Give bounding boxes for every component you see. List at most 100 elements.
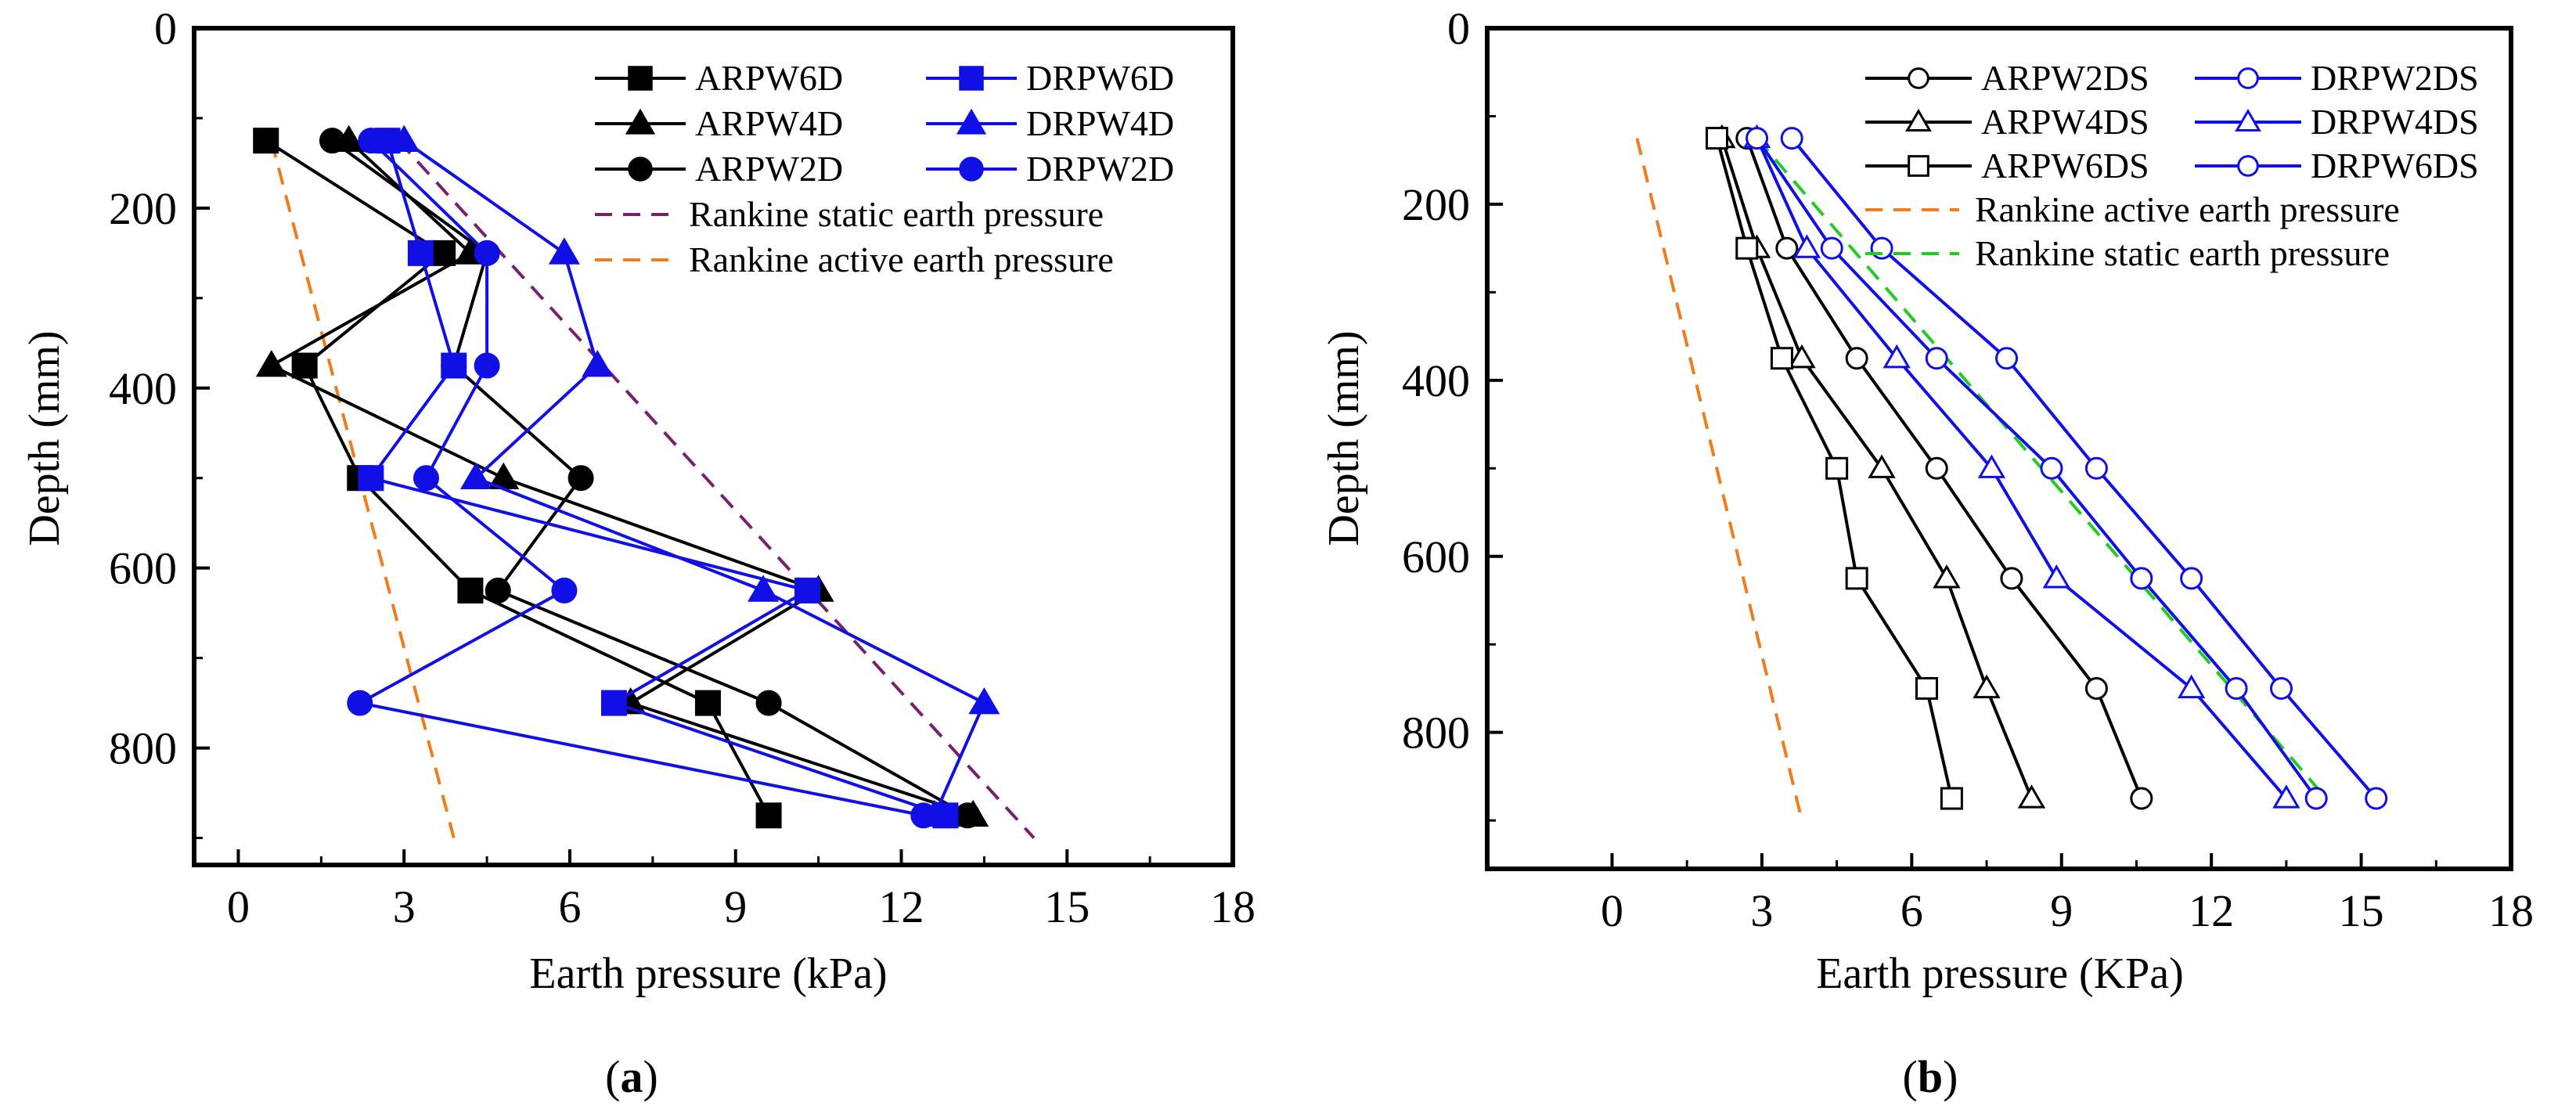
x-tick-label: 15 xyxy=(1044,881,1090,932)
legend-marker xyxy=(1908,67,1929,89)
x-tick-label: 0 xyxy=(227,881,250,932)
data-point xyxy=(474,352,500,379)
data-point xyxy=(358,128,384,154)
legend-label: Rankine active earth pressure xyxy=(1975,189,2400,229)
data-point xyxy=(968,687,1000,715)
x-tick-label: 9 xyxy=(724,881,747,932)
data-point xyxy=(1940,787,1963,810)
plot-frame xyxy=(1485,26,2513,871)
legend: ARPW6D DRPW6D ARPW4D DRPW4D ARPW2D DRPW2D Rank… xyxy=(595,58,1174,279)
legend-label: ARPW6DS xyxy=(1981,146,2149,186)
data-point xyxy=(551,577,578,604)
data-point xyxy=(2084,456,2108,480)
data-point xyxy=(319,128,345,154)
legend-entry: ARPW6DS xyxy=(1865,146,2149,186)
legend-entry: DRPW6D xyxy=(926,58,1174,98)
y-axis-label: Depth (mm) xyxy=(20,330,69,546)
series-line xyxy=(397,139,1036,839)
legend-entry: ARPW4D xyxy=(595,103,843,143)
panel-caption-letter: a xyxy=(621,1051,643,1102)
x-tick-label: 6 xyxy=(1900,885,1923,936)
data-point xyxy=(1995,347,2019,370)
series-drpw6ds xyxy=(1746,127,2328,810)
data-point xyxy=(2177,674,2206,699)
legend: ARPW2DS DRPW2DS ARPW4DS DRPW4DS ARPW6DS DRPW6… xyxy=(1865,58,2479,273)
data-point xyxy=(2272,784,2300,809)
legend-label: Rankine static earth pressure xyxy=(1975,233,2390,273)
data-point xyxy=(748,575,780,602)
y-tick-label: 0 xyxy=(154,3,177,54)
legend-entry: ARPW2DS xyxy=(1865,58,2149,98)
series-line xyxy=(1635,138,1803,821)
panel-caption: (a) xyxy=(605,1051,658,1102)
data-point xyxy=(255,349,287,377)
legend-label: Rankine active earth pressure xyxy=(689,240,1114,279)
legend-entry: DRPW2DS xyxy=(2195,58,2479,98)
data-point xyxy=(1746,127,1769,150)
data-point xyxy=(1770,347,1793,370)
x-tick-label: 6 xyxy=(558,881,581,932)
data-point xyxy=(474,240,500,266)
series-rankine-active-earth-pressure xyxy=(1635,138,1803,821)
data-point xyxy=(1706,127,1729,150)
y-tick-label: 200 xyxy=(1402,179,1470,230)
data-point xyxy=(430,240,456,266)
legend-entry: ARPW6D xyxy=(595,58,843,98)
data-point xyxy=(2017,784,2046,809)
data-point xyxy=(1925,347,1948,370)
data-point xyxy=(1735,236,1759,260)
series-drpw4ds xyxy=(1742,124,2300,809)
data-point xyxy=(347,690,373,716)
data-point xyxy=(2130,567,2153,590)
x-tick-label: 12 xyxy=(878,881,924,932)
data-point xyxy=(755,690,782,716)
y-axis-label: Depth (mm) xyxy=(1320,330,1368,546)
data-point xyxy=(413,465,439,492)
y-tick-label: 800 xyxy=(109,723,177,774)
data-point xyxy=(2225,676,2248,700)
x-tick-label: 12 xyxy=(2189,885,2234,936)
x-tick-label: 9 xyxy=(2050,885,2073,936)
plot-frame xyxy=(192,26,1235,867)
data-point xyxy=(582,349,614,377)
x-tick-label: 0 xyxy=(1601,885,1623,936)
x-tick-label: 15 xyxy=(2339,885,2384,936)
legend-entry: DRPW4DS xyxy=(2195,102,2479,142)
y-tick-label: 0 xyxy=(1447,3,1470,54)
data-point xyxy=(457,577,484,604)
legend-entry: Rankine static earth pressure xyxy=(595,194,1104,234)
data-point xyxy=(2130,787,2153,810)
legend-entry: ARPW2D xyxy=(595,149,843,189)
data-point xyxy=(485,577,511,604)
data-point xyxy=(2040,456,2063,480)
data-point xyxy=(1780,127,1803,150)
legend-label: DRPW4D xyxy=(1026,103,1174,143)
data-point xyxy=(1882,344,1911,369)
legend-label: DRPW6D xyxy=(1026,58,1174,98)
x-axis-label: Earth pressure (kPa) xyxy=(529,949,887,998)
x-axis-label: Earth pressure (KPa) xyxy=(1816,949,2184,998)
legend-label: DRPW4DS xyxy=(2311,102,2479,142)
legend-marker xyxy=(2237,67,2259,89)
legend-marker xyxy=(2237,155,2259,177)
legend-label: ARPW2D xyxy=(695,149,843,189)
series-rankine-static-earth-pressure xyxy=(397,139,1036,839)
data-point xyxy=(548,237,580,265)
y-tick-label: 600 xyxy=(109,543,177,594)
data-point xyxy=(2180,567,2203,590)
data-point xyxy=(1925,456,1948,480)
data-point xyxy=(1870,236,1893,260)
data-point xyxy=(600,690,627,716)
data-point xyxy=(253,128,279,154)
legend-entry: DRPW2D xyxy=(926,149,1174,189)
y-tick-label: 400 xyxy=(1402,355,1470,406)
data-point xyxy=(459,462,492,490)
legend-label: ARPW6D xyxy=(695,58,843,98)
x-tick-label: 18 xyxy=(2488,885,2534,936)
data-point xyxy=(441,352,467,379)
series-drpw2d xyxy=(347,128,937,829)
data-point xyxy=(567,465,594,492)
data-point xyxy=(1973,674,2001,699)
data-point xyxy=(291,352,318,379)
legend-label: DRPW2D xyxy=(1026,149,1174,189)
